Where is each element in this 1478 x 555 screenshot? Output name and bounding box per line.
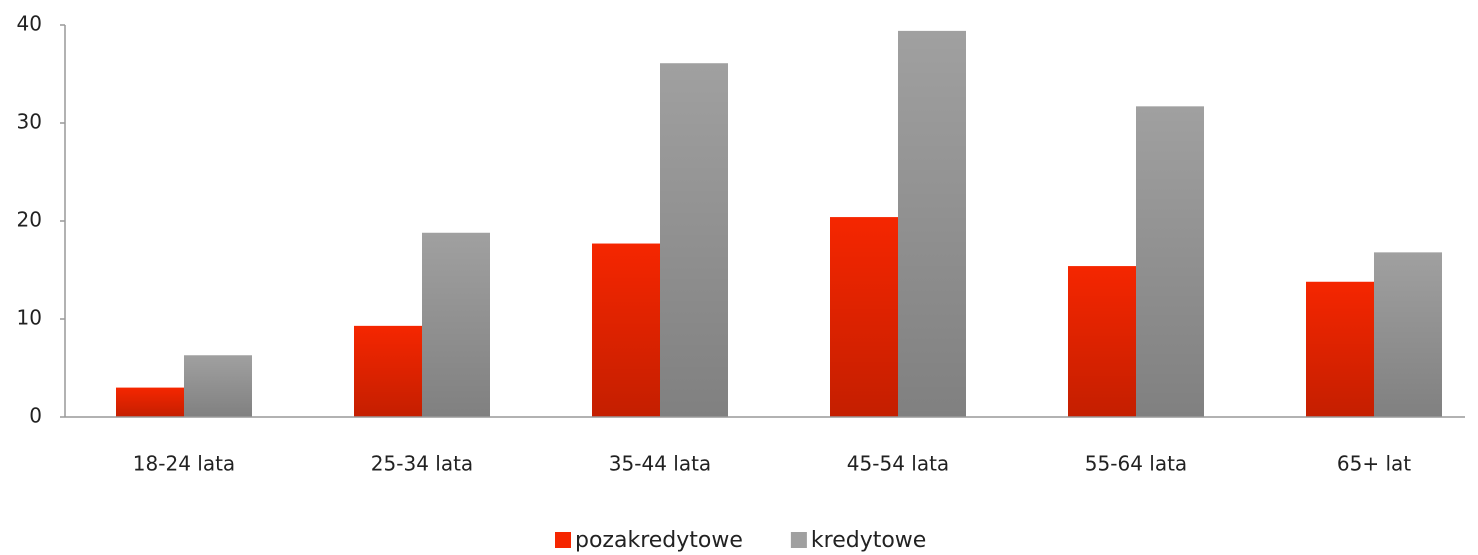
x-tick-label: 65+ lat bbox=[1337, 452, 1411, 476]
x-tick-label: 45-54 lata bbox=[847, 452, 949, 476]
y-tick-label: 0 bbox=[29, 404, 42, 428]
bar bbox=[1136, 106, 1204, 417]
bar bbox=[1068, 266, 1136, 417]
y-tick-label: 10 bbox=[17, 306, 42, 330]
legend-label: kredytowe bbox=[811, 528, 926, 553]
bar bbox=[354, 325, 422, 417]
x-tick-label: 18-24 lata bbox=[133, 452, 235, 476]
x-tick-label: 25-34 lata bbox=[371, 452, 473, 476]
legend-swatch bbox=[555, 532, 571, 548]
bar bbox=[1374, 252, 1442, 417]
y-tick-label: 20 bbox=[17, 208, 42, 232]
bar bbox=[898, 30, 966, 417]
y-tick-label: 40 bbox=[17, 12, 42, 36]
legend-swatch bbox=[790, 532, 807, 548]
legend-label: pozakredytowe bbox=[575, 528, 743, 553]
bar bbox=[184, 355, 252, 417]
bar bbox=[116, 387, 184, 417]
bar bbox=[422, 232, 490, 417]
x-tick-label: 55-64 lata bbox=[1085, 452, 1187, 476]
bar bbox=[592, 243, 660, 417]
x-tick-label: 35-44 lata bbox=[609, 452, 711, 476]
bar bbox=[660, 63, 728, 417]
bar bbox=[830, 217, 898, 417]
y-tick-label: 30 bbox=[17, 110, 42, 134]
bar bbox=[1306, 281, 1374, 417]
